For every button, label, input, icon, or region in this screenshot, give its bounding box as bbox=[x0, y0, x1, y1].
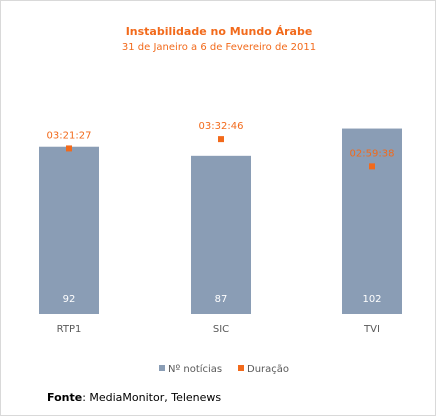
legend-label-noticias: Nº notícias bbox=[168, 363, 222, 375]
duration-value-label: 03:32:46 bbox=[199, 121, 244, 132]
bar-tvi bbox=[342, 128, 402, 314]
x-tick-label: RTP1 bbox=[57, 324, 82, 335]
chart-legend: Nº notícias Duração bbox=[159, 363, 289, 375]
source-note: Fonte: MediaMonitor, Telenews bbox=[47, 391, 221, 404]
source-label: Fonte bbox=[47, 391, 83, 404]
chart-subtitle: 31 de Janeiro a 6 de Fevereiro de 2011 bbox=[122, 42, 316, 53]
plot-area: 92 RTP1 03:21:27 87 SIC 03:32:46 102 TVI 02:59:3… bbox=[39, 121, 402, 335]
bar-rtp1 bbox=[39, 146, 99, 314]
bar-sic bbox=[191, 155, 251, 314]
duration-value-label: 03:21:27 bbox=[47, 130, 92, 141]
bar-value-label: 92 bbox=[63, 294, 76, 305]
x-tick-label: SIC bbox=[213, 324, 229, 335]
legend-marker-noticias bbox=[159, 365, 165, 371]
bar-value-label: 87 bbox=[215, 294, 228, 305]
bar-value-label: 102 bbox=[362, 294, 381, 305]
duration-value-label: 02:59:38 bbox=[350, 148, 395, 159]
source-text: : MediaMonitor, Telenews bbox=[82, 391, 222, 404]
legend-label-duracao: Duração bbox=[247, 364, 289, 375]
duration-point-tvi bbox=[369, 163, 375, 170]
duration-point-sic bbox=[218, 136, 224, 143]
x-tick-label: TVI bbox=[363, 324, 380, 335]
duration-point-rtp1 bbox=[66, 145, 72, 152]
chart-title: Instabilidade no Mundo Árabe bbox=[126, 25, 313, 38]
legend-marker-duracao bbox=[238, 365, 244, 371]
